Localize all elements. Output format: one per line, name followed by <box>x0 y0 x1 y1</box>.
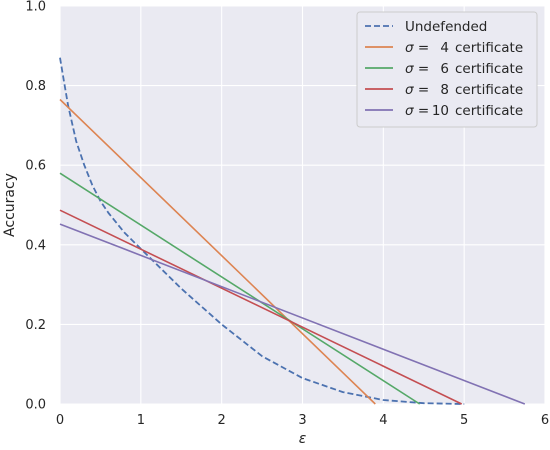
y-tick-label: 0.4 <box>25 238 46 253</box>
x-tick-label: 5 <box>460 413 468 428</box>
y-tick-label: 0.6 <box>25 159 46 174</box>
legend-sigma-prefix: σ = <box>405 61 429 77</box>
series-line-4 <box>59 223 526 405</box>
legend-sigma-prefix: σ = <box>405 40 429 56</box>
legend-suffix: certificate <box>455 61 523 77</box>
legend-sigma-value: 6 <box>440 61 449 77</box>
legend-suffix: certificate <box>455 40 523 56</box>
series-lines <box>59 57 526 405</box>
x-tick-label: 1 <box>137 413 145 428</box>
x-tick-labels: 0 1 2 3 4 5 6 <box>56 413 549 428</box>
grid-lines <box>59 5 546 405</box>
x-tick-label: 4 <box>379 413 387 428</box>
y-tick-labels: 0.0 0.2 0.4 0.6 0.8 1.0 <box>25 0 46 413</box>
legend-sigma-value: 4 <box>440 40 449 56</box>
y-tick-label: 0.2 <box>25 318 46 333</box>
x-tick-label: 2 <box>218 413 226 428</box>
legend-suffix: certificate <box>455 82 523 98</box>
legend: Undefended σ = 4 certificate σ = 6 certificate… <box>356 11 538 128</box>
legend-label: Undefended <box>405 19 487 35</box>
y-tick-label: 0.8 <box>25 79 46 94</box>
y-tick-label: 0.0 <box>25 398 46 413</box>
series-line-2 <box>59 172 421 405</box>
legend-suffix: certificate <box>455 103 523 119</box>
x-tick-label: 0 <box>56 413 64 428</box>
legend-box <box>356 11 538 128</box>
series-line-3 <box>59 209 463 405</box>
legend-sigma-prefix: σ = <box>405 82 429 98</box>
x-tick-label: 3 <box>298 413 306 428</box>
y-tick-label: 1.0 <box>25 0 46 15</box>
series-line-1 <box>59 98 376 405</box>
legend-sigma-value: 10 <box>432 103 449 119</box>
x-tick-label: 6 <box>541 413 549 428</box>
x-axis-label: ε <box>299 431 307 447</box>
legend-sigma-value: 8 <box>440 82 449 98</box>
legend-sigma-prefix: σ = <box>405 103 429 119</box>
y-axis-label: Accuracy <box>2 173 18 237</box>
